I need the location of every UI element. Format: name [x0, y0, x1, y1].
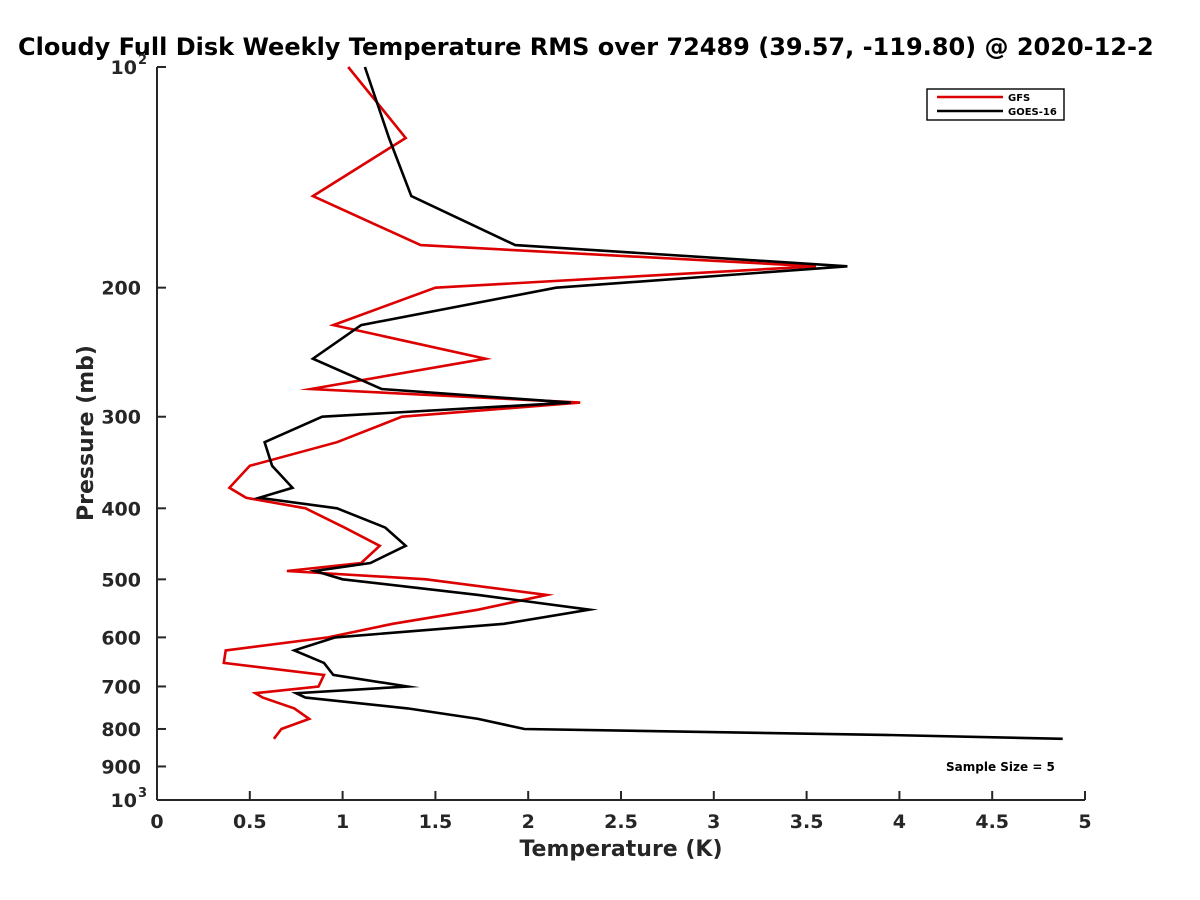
legend: GFS GOES-16 — [926, 88, 1065, 121]
plot-area — [157, 67, 1085, 800]
y-tick-label: 900 — [101, 756, 141, 778]
x-axis-ticks: 0 0.5 1 1.5 2 2.5 3 3.5 4 4.5 5 — [150, 791, 1092, 833]
legend-label: GFS — [1008, 93, 1030, 104]
y-tick-label: 500 — [101, 569, 141, 591]
series-lines — [222, 66, 1063, 741]
y-tick-label-exponent: 2 — [138, 53, 147, 68]
y-tick-label: 200 — [101, 278, 141, 300]
legend-label: GOES-16 — [1008, 107, 1057, 118]
x-tick-label: 0.5 — [233, 811, 267, 833]
series-line-gfs — [222, 66, 816, 740]
y-axis-label: Pressure (mb) — [74, 345, 99, 521]
legend-box — [926, 88, 1065, 121]
y-tick-label-exponent: 3 — [138, 786, 147, 801]
y-tick-label: 800 — [101, 719, 141, 741]
x-tick-label: 1 — [336, 811, 349, 833]
x-tick-label: 0 — [150, 811, 163, 833]
x-tick-label: 4.5 — [975, 811, 1009, 833]
y-tick-label: 600 — [101, 627, 141, 649]
y-tick-label: 300 — [101, 407, 141, 429]
x-tick-label: 4 — [893, 811, 906, 833]
series-line-goes-16 — [252, 66, 1063, 741]
sample-size-annotation: Sample Size = 5 — [946, 760, 1055, 774]
x-tick-label: 1.5 — [419, 811, 453, 833]
x-tick-label: 2.5 — [604, 811, 638, 833]
x-tick-label: 3 — [707, 811, 720, 833]
y-tick-label: 700 — [101, 676, 141, 698]
y-tick-label: 400 — [101, 498, 141, 520]
x-tick-label: 2 — [522, 811, 535, 833]
chart-title: Cloudy Full Disk Weekly Temperature RMS … — [18, 33, 1154, 61]
x-tick-label: 5 — [1078, 811, 1091, 833]
x-axis-label: Temperature (K) — [519, 837, 722, 862]
x-tick-label: 3.5 — [790, 811, 824, 833]
y-tick-label: 10 — [111, 790, 137, 812]
y-tick-label: 10 — [111, 57, 137, 79]
